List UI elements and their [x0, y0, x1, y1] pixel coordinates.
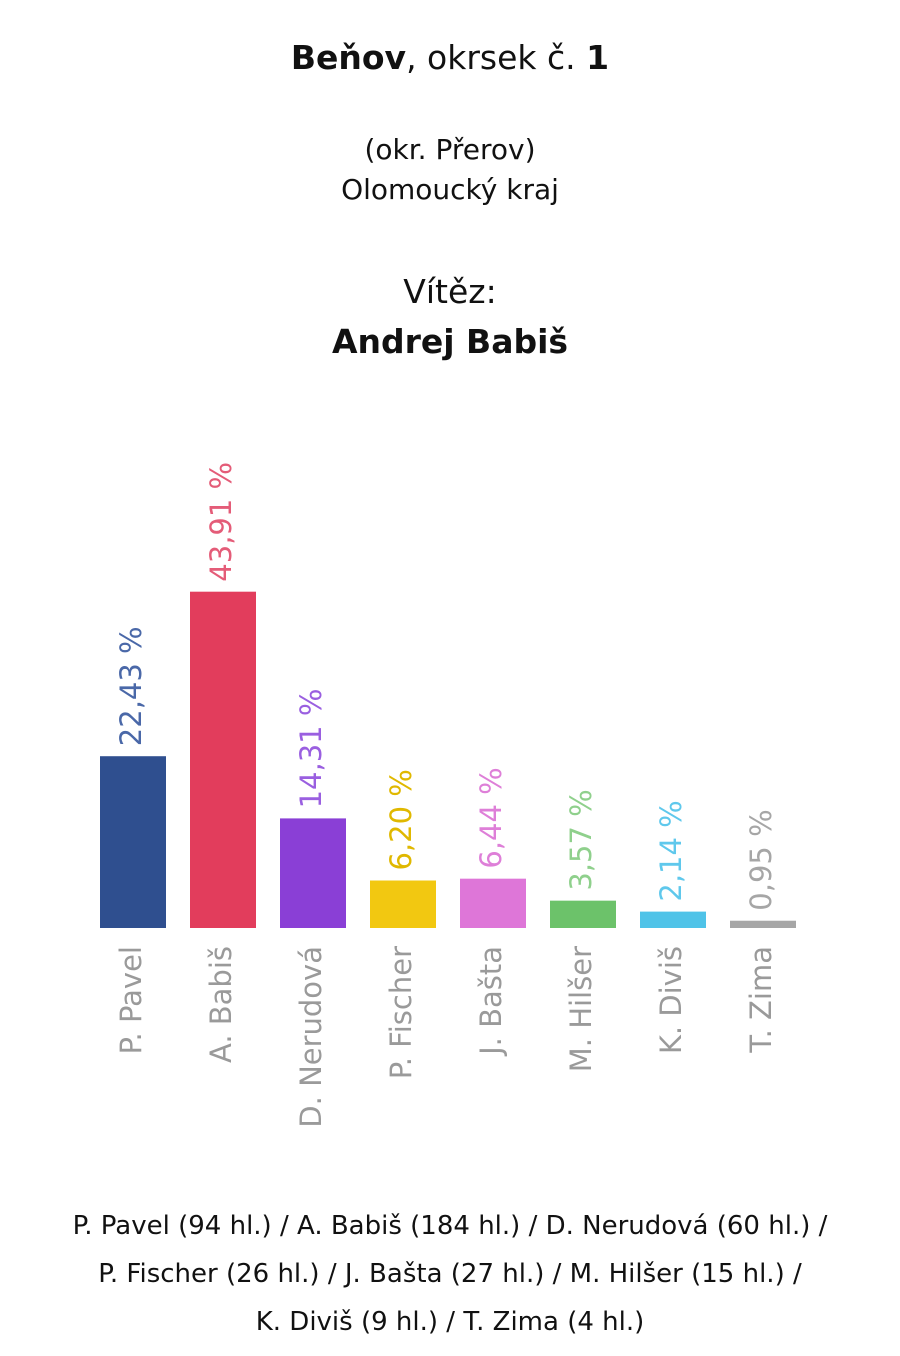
- category-labels: P. Pavel A. Babiš D. Nerudová P. Fischer J. …: [114, 946, 778, 1128]
- okres-label: (okr. Přerov): [364, 133, 536, 166]
- place-name: Beňov: [290, 38, 407, 77]
- value-label-k-divi: 2,14 %: [654, 800, 688, 901]
- vote-counts-line-1: P. Pavel (94 hl.) / A. Babiš (184 hl.) /…: [72, 1211, 828, 1241]
- vote-counts-line-3: K. Diviš (9 hl.) / T. Zima (4 hl.): [255, 1307, 645, 1337]
- value-label-m-hil-er: 3,57 %: [564, 789, 598, 890]
- vote-counts: P. Pavel (94 hl.) / A. Babiš (184 hl.) /…: [0, 1202, 900, 1346]
- bar-p-pavel: [100, 756, 166, 928]
- district-number: 1: [586, 38, 610, 77]
- category-label-j-ba-ta: J. Bašta: [474, 946, 508, 1057]
- category-label-k-divi: K. Diviš: [654, 946, 688, 1054]
- bar-p-fischer: [370, 880, 436, 928]
- bar-m-hil-er: [550, 900, 616, 928]
- value-label-p-pavel: 22,43 %: [114, 626, 148, 746]
- category-label-d-nerudov: D. Nerudová: [294, 946, 328, 1128]
- value-labels: 22,43 % 43,91 % 14,31 % 6,20 % 6,44 % 3,57 % 2…: [114, 462, 778, 911]
- value-label-d-nerudov: 14,31 %: [294, 689, 328, 809]
- bar-j-ba-ta: [460, 878, 526, 928]
- kraj-label: Olomoucký kraj: [341, 173, 559, 206]
- value-label-j-ba-ta: 6,44 %: [474, 767, 508, 868]
- winner-label: Vítěz:: [403, 272, 497, 311]
- category-label-a-babi: A. Babiš: [204, 946, 238, 1063]
- results-bar-chart: 22,43 % 43,91 % 14,31 % 6,20 % 6,44 % 3,57 % 2…: [100, 462, 796, 1128]
- category-label-t-zima: T. Zima: [744, 946, 778, 1054]
- bar-k-divi: [640, 911, 706, 928]
- value-label-t-zima: 0,95 %: [744, 809, 778, 910]
- bar-d-nerudov: [280, 818, 346, 928]
- vote-counts-line-2: P. Fischer (26 hl.) / J. Bašta (27 hl.) …: [98, 1259, 802, 1289]
- district-text: , okrsek č.: [406, 38, 587, 77]
- category-label-m-hil-er: M. Hilšer: [564, 946, 598, 1072]
- page-title: Beňov, okrsek č. 1: [0, 38, 900, 77]
- bar-t-zima: [730, 920, 796, 928]
- category-label-p-fischer: P. Fischer: [384, 946, 418, 1079]
- category-label-p-pavel: P. Pavel: [114, 946, 148, 1054]
- value-label-a-babi: 43,91 %: [204, 462, 238, 582]
- value-label-p-fischer: 6,20 %: [384, 769, 418, 870]
- region-info: (okr. Přerov) Olomoucký kraj: [0, 130, 900, 210]
- bar-a-babi: [190, 591, 256, 928]
- bars: [100, 591, 796, 928]
- winner-name: Andrej Babiš: [331, 322, 569, 361]
